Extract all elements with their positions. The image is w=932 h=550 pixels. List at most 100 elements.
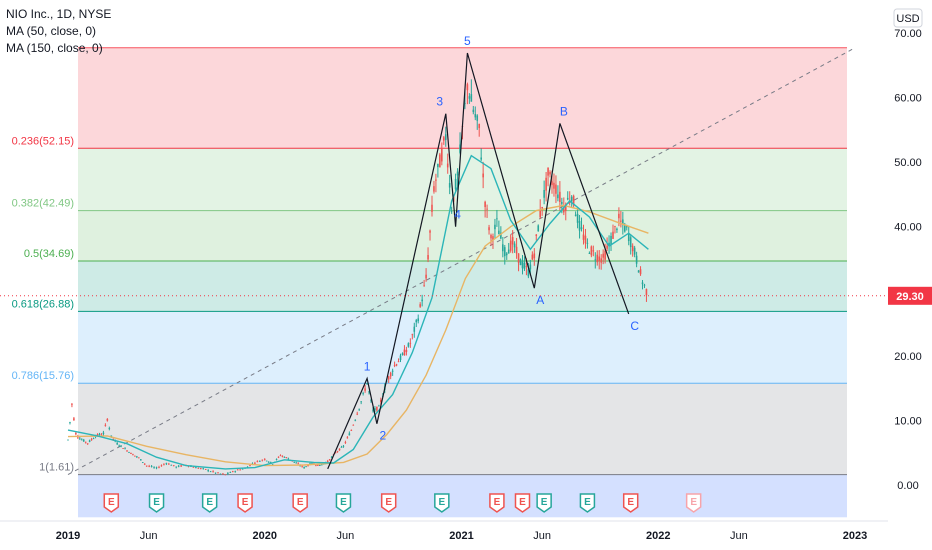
candle[interactable] — [395, 363, 398, 367]
currency-box[interactable] — [893, 8, 923, 28]
earnings-marker[interactable]: E — [579, 493, 596, 513]
candle[interactable] — [336, 450, 339, 453]
candle[interactable] — [592, 245, 595, 257]
candle[interactable] — [138, 457, 140, 459]
candle[interactable] — [281, 455, 284, 458]
candle[interactable] — [229, 471, 232, 473]
candle[interactable] — [537, 224, 540, 232]
candle[interactable] — [590, 245, 593, 258]
wave-label-5[interactable]: 5 — [464, 34, 471, 48]
candle[interactable] — [515, 237, 518, 259]
candle[interactable] — [155, 466, 158, 470]
candle[interactable] — [98, 432, 101, 436]
candle[interactable] — [511, 230, 514, 254]
candle[interactable] — [553, 173, 555, 197]
candle[interactable] — [574, 211, 577, 217]
candle[interactable] — [401, 352, 404, 356]
candle[interactable] — [366, 382, 368, 385]
candle[interactable] — [177, 465, 180, 468]
elliott-wave-path[interactable] — [327, 52, 630, 470]
candle[interactable] — [82, 438, 85, 442]
wave-label-1[interactable]: 1 — [364, 359, 371, 373]
candle[interactable] — [214, 472, 217, 475]
candle[interactable] — [541, 206, 543, 216]
wave-label-B[interactable]: B — [560, 104, 568, 118]
candle[interactable] — [586, 238, 589, 249]
earnings-marker[interactable]: E — [380, 493, 397, 513]
candle[interactable] — [494, 218, 496, 239]
candle[interactable] — [86, 443, 89, 445]
earnings-marker[interactable]: E — [685, 493, 702, 513]
candle[interactable] — [358, 408, 360, 412]
candle[interactable] — [476, 114, 479, 130]
candle[interactable] — [482, 161, 484, 189]
candle[interactable] — [73, 416, 75, 421]
candle[interactable] — [629, 234, 632, 255]
candle[interactable] — [557, 185, 559, 202]
candle[interactable] — [202, 467, 205, 470]
candle[interactable] — [584, 228, 587, 249]
candle[interactable] — [224, 474, 227, 476]
candle[interactable] — [633, 245, 636, 258]
candle[interactable] — [84, 441, 87, 444]
candle[interactable] — [71, 403, 73, 408]
earnings-marker[interactable]: E — [514, 493, 531, 513]
candle[interactable] — [627, 225, 630, 246]
candle[interactable] — [346, 436, 349, 439]
candle[interactable] — [108, 426, 111, 431]
candle[interactable] — [165, 462, 168, 466]
candle[interactable] — [468, 93, 471, 104]
candle[interactable] — [256, 460, 259, 463]
candle[interactable] — [362, 391, 364, 396]
earnings-marker[interactable]: E — [536, 493, 552, 513]
earnings-marker[interactable]: E — [434, 493, 450, 513]
candle[interactable] — [168, 462, 170, 465]
candle[interactable] — [197, 467, 200, 469]
candle[interactable] — [635, 251, 638, 268]
candle[interactable] — [576, 208, 579, 229]
candle[interactable] — [158, 465, 160, 469]
candle[interactable] — [456, 168, 459, 188]
candle[interactable] — [145, 465, 148, 467]
candle[interactable] — [616, 227, 618, 233]
candle[interactable] — [148, 464, 150, 468]
candle[interactable] — [539, 199, 541, 219]
candle[interactable] — [279, 454, 282, 457]
candle[interactable] — [340, 445, 343, 448]
candle[interactable] — [480, 148, 482, 162]
candle[interactable] — [170, 464, 173, 466]
candle[interactable] — [160, 464, 163, 467]
candle[interactable] — [249, 464, 251, 467]
candle[interactable] — [342, 444, 345, 448]
candle[interactable] — [454, 173, 457, 192]
candle[interactable] — [283, 456, 286, 458]
candle[interactable] — [622, 211, 624, 235]
candle[interactable] — [602, 249, 604, 265]
candle[interactable] — [547, 167, 549, 187]
candle[interactable] — [391, 368, 394, 376]
candle[interactable] — [496, 209, 498, 227]
candle[interactable] — [350, 429, 353, 431]
candle[interactable] — [69, 421, 71, 425]
candle[interactable] — [555, 175, 557, 204]
candle[interactable] — [285, 457, 288, 459]
candle[interactable] — [435, 173, 437, 193]
wave-label-4[interactable]: 4 — [454, 208, 461, 222]
candle[interactable] — [478, 123, 481, 137]
candle[interactable] — [446, 153, 449, 174]
candle[interactable] — [389, 371, 392, 380]
candle[interactable] — [364, 384, 366, 393]
candle[interactable] — [295, 461, 298, 464]
candle[interactable] — [421, 294, 423, 307]
candle[interactable] — [217, 472, 219, 474]
candle[interactable] — [645, 288, 648, 302]
candle[interactable] — [297, 462, 299, 465]
candle[interactable] — [328, 458, 331, 461]
candle[interactable] — [450, 206, 453, 214]
candle[interactable] — [287, 457, 290, 460]
symbol-title[interactable]: NIO Inc., 1D, NYSE — [6, 7, 112, 21]
candle[interactable] — [370, 398, 372, 403]
candle[interactable] — [204, 468, 207, 470]
candle[interactable] — [582, 224, 585, 245]
